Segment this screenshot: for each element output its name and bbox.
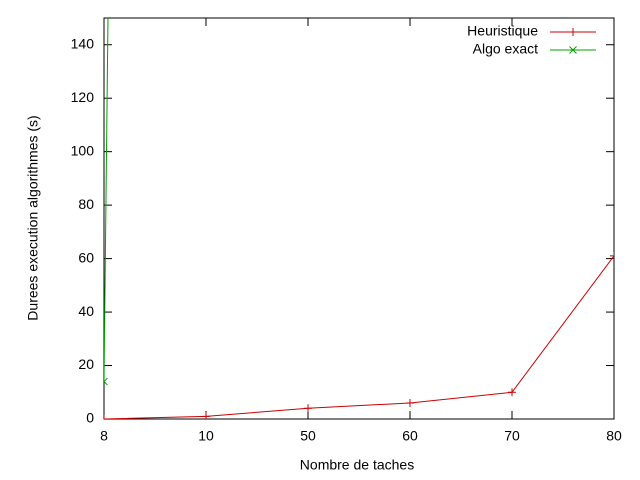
y-tick-label: 100 [71, 142, 95, 158]
data-point [104, 415, 108, 419]
x-tick-label: 80 [606, 428, 622, 444]
y-tick-label: 40 [78, 303, 94, 319]
x-tick-label: 50 [300, 428, 316, 444]
y-tick-label: 140 [71, 35, 95, 51]
data-point [202, 412, 210, 419]
x-tick-label: 10 [198, 428, 214, 444]
plot-area [104, 18, 614, 419]
x-tick-label: 70 [504, 428, 520, 444]
data-point [104, 377, 108, 386]
x-tick-label: 60 [402, 428, 418, 444]
y-tick-label: 80 [78, 196, 94, 212]
y-tick-label: 0 [86, 410, 94, 426]
series-line [104, 18, 109, 382]
x-tick-label: 8 [100, 428, 108, 444]
legend-label: Heuristique [467, 23, 538, 39]
y-tick-label: 20 [78, 356, 94, 372]
y-axis-label: Durees execution algorithmes (s) [25, 115, 41, 320]
legend-marker [569, 28, 577, 36]
data-point [610, 251, 614, 260]
plot-border [103, 17, 615, 420]
series-line [104, 255, 614, 419]
x-axis-label: Nombre de taches [300, 457, 414, 473]
data-point [304, 404, 312, 413]
legend-label: Algo exact [473, 41, 538, 57]
data-point [406, 398, 414, 407]
y-tick-label: 60 [78, 249, 94, 265]
data-point [508, 388, 516, 397]
y-tick-label: 120 [71, 89, 95, 105]
legend-marker [569, 46, 577, 54]
